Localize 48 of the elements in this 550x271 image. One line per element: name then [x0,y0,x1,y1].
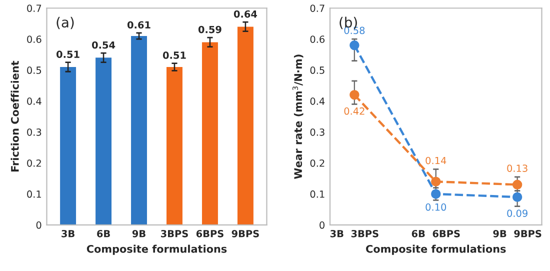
data-label: 0.14 [426,156,446,164]
data-label: 0.61 [127,21,150,29]
x-tick-label: 9BPS [232,230,259,238]
data-label: 0.13 [507,164,528,172]
y-tick-label: 0.2 [310,159,324,167]
data-label: 0.64 [234,10,258,18]
y-tick-label: 0.2 [27,159,41,167]
x-tick-label: 3B 3BPS [330,230,378,238]
y-tick-label: 0.4 [27,98,42,105]
y-tick-label: 0.1 [310,190,324,198]
bar [60,66,76,225]
data-label: 0.09 [507,210,528,217]
x-axis-title: Composite formulations [86,244,227,255]
x-tick-label: 3BPS [160,230,188,238]
y-tick-label: 0.6 [310,36,325,43]
data-label: 0.59 [198,26,222,34]
bar [202,42,218,225]
data-label: 0.42 [344,107,364,115]
x-tick-label: 9B [132,230,146,238]
data-label: 0.51 [56,50,80,58]
x-tick-label: 6BPS [196,230,224,238]
y-tick-label: 0.1 [27,190,41,198]
y-tick-label: 0.5 [27,66,42,74]
data-label: 0.10 [426,203,446,211]
point [350,90,360,100]
x-tick-label: 6B [97,230,110,238]
y-axis-title: Friction Coefficient [10,60,19,172]
x-tick-label: 3B [62,230,74,238]
x-tick-label: 9B 9BPS [493,230,542,238]
bar [96,58,112,225]
y-tick-label: 0 [36,221,42,229]
y-tick-label: 0.3 [310,128,324,136]
bar [237,26,254,225]
y-tick-label: 0.7 [27,4,42,12]
y-tick-label: 0.7 [310,4,324,12]
y-axis-title: Wear rate (mm$^{3}$/N·m) [292,54,304,179]
bar [131,36,147,225]
data-label: 0.51 [162,52,186,59]
data-label: 0.54 [92,41,116,49]
y-tick-label: 0 [320,221,324,229]
y-tick-label: 0.5 [310,66,324,74]
x-axis-title: Composite formulations [366,244,506,255]
x-tick-label: 6B 6BPS [412,230,460,238]
bar [166,66,182,225]
annotation: (a) [56,16,74,30]
y-tick-label: 0.4 [310,98,325,105]
y-tick-label: 0.3 [27,128,42,136]
y-tick-label: 0.6 [27,36,42,43]
